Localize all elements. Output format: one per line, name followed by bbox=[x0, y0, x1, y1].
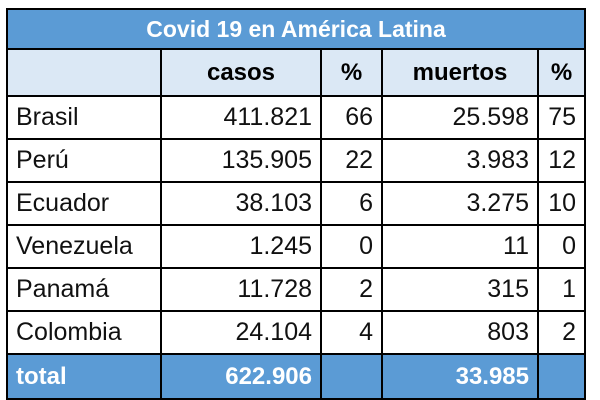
cell-muertos: 25.598 bbox=[381, 95, 539, 140]
table-row: Venezuela 1.245 0 11 0 bbox=[6, 224, 587, 269]
cell-casos-pct: 6 bbox=[320, 181, 383, 226]
table-row: Ecuador 38.103 6 3.275 10 bbox=[6, 181, 587, 226]
covid-table: Covid 19 en América Latina casos % muert… bbox=[5, 8, 587, 400]
cell-casos: 411.821 bbox=[160, 95, 322, 140]
cell-muertos: 3.275 bbox=[381, 181, 539, 226]
cell-muertos-pct: 10 bbox=[536, 181, 587, 226]
table-header-row: casos % muertos % bbox=[6, 48, 587, 97]
cell-country: Colombia bbox=[6, 310, 162, 355]
table-title: Covid 19 en América Latina bbox=[5, 8, 587, 50]
cell-muertos: 803 bbox=[381, 310, 539, 355]
header-muertos-pct: % bbox=[536, 48, 587, 97]
cell-country: Ecuador bbox=[6, 181, 162, 226]
cell-casos-pct: 22 bbox=[320, 138, 383, 183]
total-label: total bbox=[6, 353, 162, 400]
table-body: Brasil 411.821 66 25.598 75 Perú 135.905 22 3.98… bbox=[6, 95, 587, 355]
cell-casos-pct: 0 bbox=[320, 224, 383, 269]
cell-muertos-pct: 2 bbox=[536, 310, 587, 355]
header-casos-pct: % bbox=[320, 48, 383, 97]
cell-country: Panamá bbox=[6, 267, 162, 312]
table-total-row: total 622.906 33.985 bbox=[6, 353, 587, 400]
cell-muertos-pct: 75 bbox=[536, 95, 587, 140]
cell-casos-pct: 66 bbox=[320, 95, 383, 140]
header-casos: casos bbox=[160, 48, 322, 97]
cell-muertos-pct: 0 bbox=[536, 224, 587, 269]
total-muertos-pct bbox=[536, 353, 587, 400]
header-country bbox=[6, 48, 162, 97]
header-muertos: muertos bbox=[381, 48, 539, 97]
cell-country: Venezuela bbox=[6, 224, 162, 269]
cell-muertos-pct: 1 bbox=[536, 267, 587, 312]
table-title-row: Covid 19 en América Latina bbox=[5, 8, 587, 50]
table-row: Colombia 24.104 4 803 2 bbox=[6, 310, 587, 355]
total-casos: 622.906 bbox=[160, 353, 322, 400]
cell-muertos: 3.983 bbox=[381, 138, 539, 183]
total-casos-pct bbox=[320, 353, 383, 400]
cell-muertos-pct: 12 bbox=[536, 138, 587, 183]
cell-muertos: 315 bbox=[381, 267, 539, 312]
table-row: Panamá 11.728 2 315 1 bbox=[6, 267, 587, 312]
table-row: Brasil 411.821 66 25.598 75 bbox=[6, 95, 587, 140]
cell-casos: 135.905 bbox=[160, 138, 322, 183]
cell-country: Brasil bbox=[6, 95, 162, 140]
cell-casos: 38.103 bbox=[160, 181, 322, 226]
table-row: Perú 135.905 22 3.983 12 bbox=[6, 138, 587, 183]
cell-casos-pct: 4 bbox=[320, 310, 383, 355]
cell-country: Perú bbox=[6, 138, 162, 183]
cell-casos: 1.245 bbox=[160, 224, 322, 269]
cell-casos: 11.728 bbox=[160, 267, 322, 312]
cell-casos-pct: 2 bbox=[320, 267, 383, 312]
covid-table-container: Covid 19 en América Latina casos % muert… bbox=[5, 8, 587, 400]
cell-casos: 24.104 bbox=[160, 310, 322, 355]
total-muertos: 33.985 bbox=[381, 353, 539, 400]
cell-muertos: 11 bbox=[381, 224, 539, 269]
